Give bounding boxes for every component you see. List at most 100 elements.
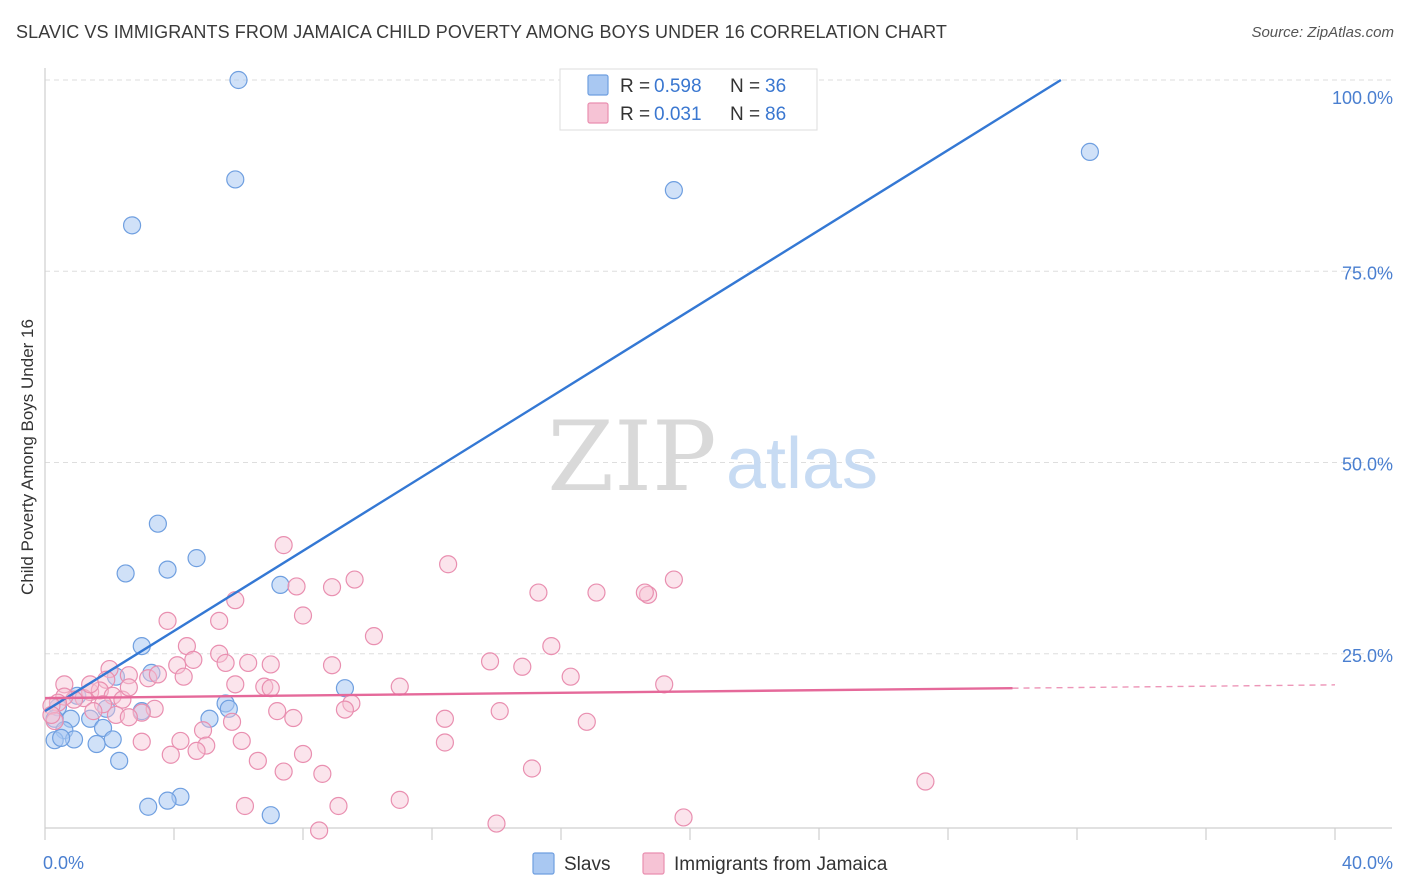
jamaica-point: [274, 536, 293, 555]
slavs-point: [87, 734, 106, 754]
jamaica-point: [216, 653, 235, 673]
legend-r-value: 0.598: [654, 76, 702, 97]
jamaica-point: [222, 712, 242, 731]
axes: [44, 68, 1392, 840]
tick-labels: 25.0% 50.0% 75.0% 100.0% 0.0% 40.0%: [43, 88, 1393, 873]
watermark: ZIP atlas: [547, 401, 878, 513]
slavs-point: [52, 728, 71, 748]
legend-r-value: 0.031: [654, 104, 702, 125]
slavs-point: [116, 564, 135, 583]
jamaica-point: [390, 677, 409, 696]
jamaica-point: [487, 814, 506, 833]
jamaica-point: [480, 652, 500, 671]
slavs-point: [187, 549, 206, 568]
slavs-point: [103, 730, 122, 749]
legend-stats: R = 0.598 N = 36 R = 0.031 N = 86: [559, 68, 818, 131]
jamaica-point: [674, 808, 693, 827]
jamaica-trend-extension: [1012, 684, 1336, 689]
slavs-trend-line: [44, 78, 1062, 713]
legend-series: Slavs Immigrants from Jamaica: [532, 852, 888, 875]
slavs-point: [271, 575, 290, 595]
x-tick-label: 0.0%: [43, 853, 84, 873]
jamaica-point: [542, 636, 561, 656]
jamaica-point: [158, 611, 177, 630]
jamaica-point: [119, 678, 138, 697]
jamaica-point: [522, 759, 542, 778]
jamaica-point: [561, 667, 580, 686]
jamaica-point: [232, 731, 251, 751]
jamaica-point: [171, 731, 190, 751]
legend-series-name: Immigrants from Jamaica: [674, 854, 888, 875]
slavs-point: [261, 806, 280, 825]
jamaica-point: [184, 650, 203, 669]
jamaica-point: [635, 583, 654, 602]
jamaica-point: [435, 733, 454, 752]
jamaica-point: [390, 790, 409, 809]
jamaica-point: [284, 708, 303, 728]
y-tick-label: 100.0%: [1332, 88, 1393, 108]
jamaica-point: [210, 644, 229, 663]
watermark-zip: ZIP: [547, 401, 716, 513]
y-axis-title: Child Poverty Among Boys Under 16: [18, 319, 37, 595]
source-label: Source: ZipAtlas.com: [1251, 24, 1394, 41]
legend-n-value: 36: [765, 76, 786, 97]
slavs-point: [110, 751, 129, 770]
jamaica-point: [119, 708, 138, 727]
jamaica-point: [293, 606, 313, 625]
slavs-point: [148, 514, 167, 533]
slavs-point: [200, 709, 219, 728]
jamaica-point: [261, 655, 280, 674]
slavs-point: [226, 170, 245, 189]
jamaica-point: [513, 657, 532, 676]
jamaica-point: [529, 583, 548, 602]
jamaica-point: [655, 675, 674, 694]
legend-n-label: N =: [730, 76, 760, 97]
x-tick-label: 40.0%: [1342, 853, 1393, 873]
jamaica-point: [161, 745, 180, 764]
slavs-point: [335, 679, 355, 698]
chart-title: SLAVIC VS IMMIGRANTS FROM JAMAICA CHILD …: [16, 22, 947, 42]
jamaica-point: [364, 627, 384, 646]
jamaica-point: [435, 709, 454, 728]
slavs-point: [142, 663, 161, 682]
slavs-point: [122, 216, 142, 235]
slavs-legend-swatch: [587, 74, 609, 96]
jamaica-legend-swatch: [587, 102, 609, 124]
slavs-point: [158, 791, 177, 810]
slavs-point: [158, 560, 177, 579]
jamaica-point: [345, 570, 364, 589]
grid-lines: [45, 79, 1395, 655]
slavs-point: [664, 181, 683, 200]
jamaica-point: [310, 821, 329, 840]
jamaica-point: [329, 796, 348, 816]
jamaica-trend-line: [44, 686, 1013, 700]
jamaica-point: [197, 736, 216, 755]
jamaica-point: [226, 675, 245, 694]
jamaica-point: [287, 577, 306, 596]
legend-r-label: R =: [620, 76, 650, 97]
jamaica-point: [638, 585, 658, 604]
slavs-bottom-swatch: [532, 852, 555, 875]
jamaica-point: [248, 751, 267, 770]
jamaica-point: [168, 656, 187, 675]
jamaica-point: [261, 679, 280, 698]
jamaica-point: [42, 705, 61, 725]
legend-n-value: 86: [765, 104, 786, 125]
jamaica-point: [322, 578, 342, 597]
jamaica-point: [268, 702, 287, 721]
jamaica-point: [84, 702, 103, 721]
jamaica-point: [916, 772, 935, 791]
jamaica-point: [587, 583, 606, 602]
legend-n-label: N =: [730, 104, 760, 125]
trend-lines: [44, 78, 1336, 713]
jamaica-point: [577, 712, 596, 731]
jamaica-point: [322, 656, 342, 675]
jamaica-point: [335, 700, 355, 719]
legend-series-name: Slavs: [564, 854, 610, 875]
legend-r-label: R =: [620, 104, 650, 125]
slavs-point: [139, 797, 158, 816]
jamaica-point: [187, 741, 206, 761]
jamaica-point: [293, 744, 313, 764]
y-tick-label: 50.0%: [1342, 455, 1393, 475]
